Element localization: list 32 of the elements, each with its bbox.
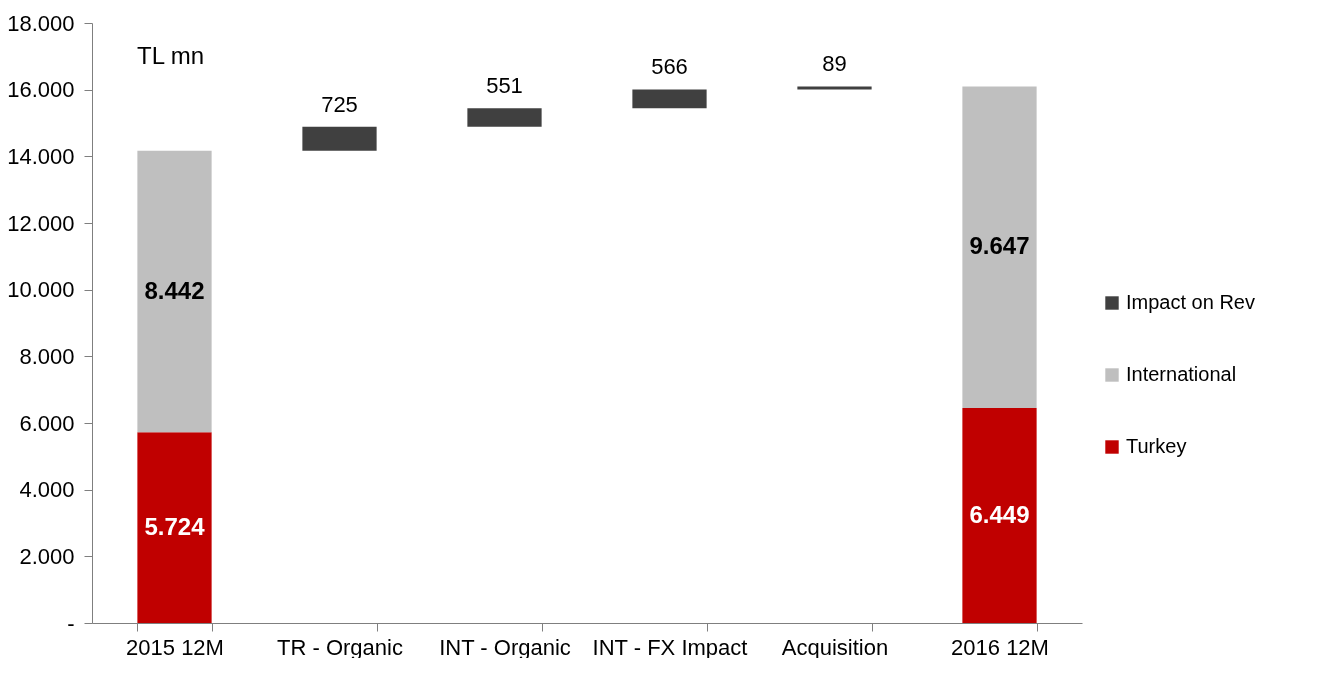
- data-label: 9.647: [969, 232, 1030, 260]
- x-tick-label: 2015 12M: [126, 634, 224, 660]
- bar: [962, 86, 1037, 409]
- bar: [467, 108, 542, 127]
- data-label: 6.449: [969, 500, 1030, 528]
- annotation: TL mn: [137, 42, 205, 69]
- x-tick-label: 2016 12M: [951, 634, 1049, 660]
- bar: [302, 126, 377, 151]
- y-tick-label: 12.000: [7, 210, 75, 236]
- data-label: 8.442: [144, 276, 205, 304]
- data-label: 5.724: [144, 512, 206, 540]
- y-tick-label: 16.000: [7, 77, 75, 103]
- y-tick-label: -: [67, 610, 75, 636]
- legend-label: International: [1126, 363, 1237, 385]
- y-tick-label: 14.000: [7, 143, 75, 169]
- legend-label: Impact on Rev: [1126, 291, 1255, 313]
- data-label: 89: [822, 51, 847, 77]
- bar: [137, 432, 212, 623]
- data-label: 551: [486, 73, 523, 99]
- bar: [797, 86, 872, 90]
- y-tick-label: 4.000: [19, 477, 75, 503]
- y-tick-label: 8.000: [19, 343, 75, 369]
- bar: [137, 150, 212, 433]
- legend-label: Turkey: [1126, 435, 1187, 457]
- bar: [962, 408, 1037, 623]
- bar: [632, 89, 707, 109]
- y-tick-label: 18.000: [7, 10, 75, 36]
- y-tick-label: 10.000: [7, 277, 75, 303]
- y-tick-label: 2.000: [19, 543, 75, 569]
- y-tick-label: 6.000: [19, 410, 75, 436]
- data-label: 725: [321, 91, 358, 117]
- data-label: 566: [651, 54, 688, 80]
